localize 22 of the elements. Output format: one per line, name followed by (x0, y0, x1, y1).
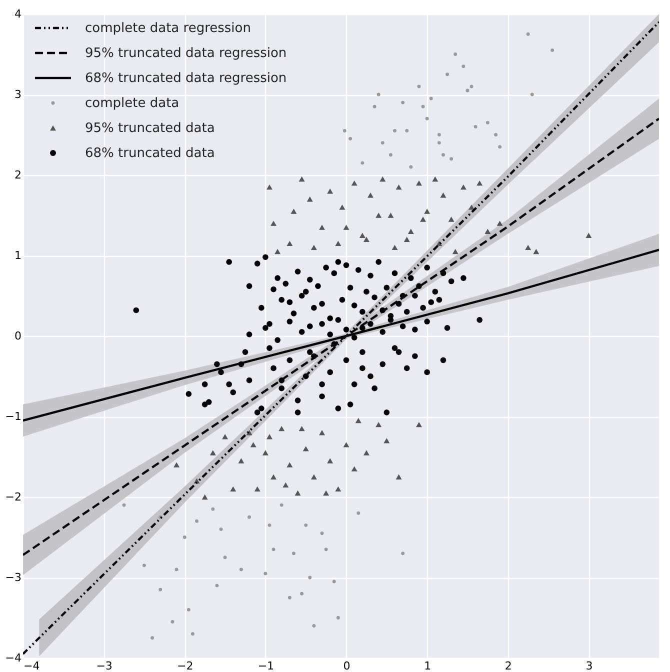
legend-label: 95% truncated data (85, 121, 215, 136)
x-tick-label: 0 (343, 660, 350, 672)
y-tick-label: 3 (14, 88, 22, 101)
x-tick-label: −1 (258, 660, 274, 672)
y-tick-label: −1 (5, 410, 22, 423)
legend-label: complete data (85, 96, 180, 111)
y-tick-label: 0 (14, 330, 22, 342)
x-tick-label: −3 (96, 660, 112, 672)
x-tick-label: 3 (586, 660, 593, 672)
y-tick-label: 1 (14, 249, 22, 262)
y-tick-label: 2 (14, 168, 22, 182)
x-tick-label: 1 (424, 660, 432, 672)
y-tick-label: −2 (5, 490, 22, 504)
legend-label: 68% truncated data (85, 146, 215, 161)
legend-label: 95% truncated data regression (85, 46, 287, 61)
x-tick-label: −2 (177, 660, 194, 672)
legend-label: 68% truncated data regression (85, 71, 287, 86)
y-tick-label: −3 (5, 571, 22, 584)
y-tick-label: 4 (14, 8, 22, 20)
x-tick-label: −4 (24, 660, 40, 672)
x-tick-label: 2 (504, 660, 512, 672)
legend-label: complete data regression (85, 21, 251, 36)
